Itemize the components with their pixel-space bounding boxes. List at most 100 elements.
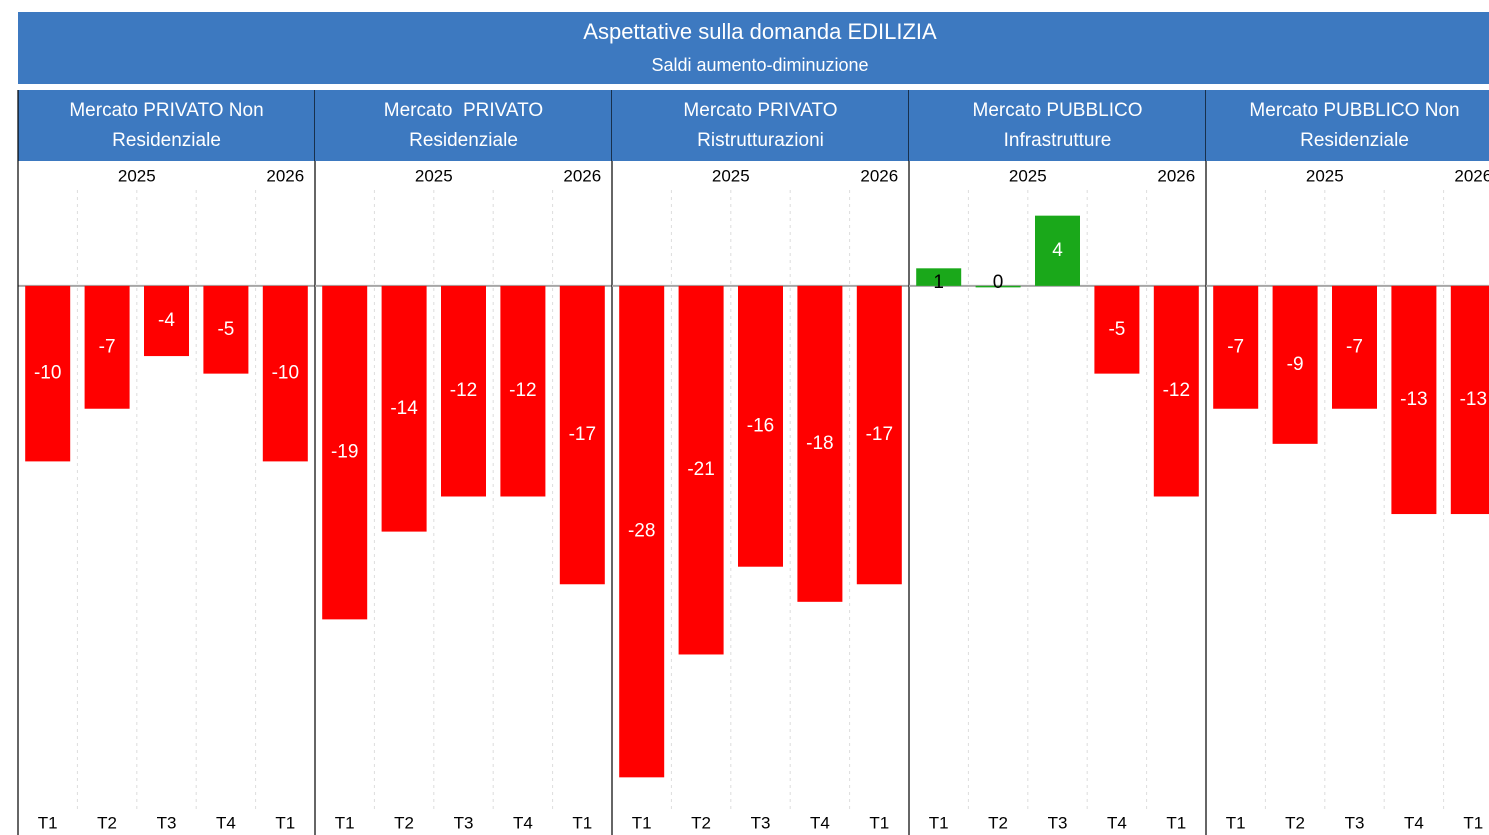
bar (1035, 215, 1080, 286)
value-label: -18 (806, 433, 833, 454)
panel-title: Residenziale (1300, 130, 1409, 151)
year-label: 2025 (118, 166, 156, 185)
bar (916, 268, 962, 286)
value-label: -13 (1460, 389, 1487, 410)
bar (1332, 285, 1377, 409)
value-label: -10 (272, 363, 299, 384)
bar (1450, 285, 1489, 515)
x-tick-label: T2 (691, 813, 711, 832)
bar (262, 285, 308, 462)
x-tick-label: T1 (1463, 813, 1483, 832)
value-label: -12 (450, 380, 477, 401)
bar (1153, 285, 1199, 497)
bar (441, 285, 486, 497)
x-tick-label: T3 (1345, 813, 1365, 832)
panel-title: Ristrutturazioni (697, 130, 824, 151)
year-label: 2025 (415, 166, 453, 185)
value-label: -17 (866, 424, 893, 445)
x-tick-label: T1 (869, 813, 889, 832)
x-tick-label: T3 (1048, 813, 1068, 832)
value-label: -5 (217, 319, 234, 340)
x-tick-label: T1 (632, 813, 652, 832)
x-tick-label: T3 (157, 813, 177, 832)
x-tick-label: T1 (572, 813, 592, 832)
year-label: 2026 (860, 166, 898, 185)
x-tick-label: T2 (97, 813, 117, 832)
value-label: -5 (1108, 319, 1125, 340)
value-label: -13 (1400, 389, 1427, 410)
x-tick-label: T4 (513, 813, 533, 832)
bar (25, 285, 71, 462)
bar (1272, 285, 1318, 444)
bar (500, 285, 546, 497)
value-label: -7 (1346, 336, 1363, 357)
year-label: 2025 (712, 166, 750, 185)
panel-title: Mercato PUBBLICO Non (1249, 100, 1459, 121)
value-label: -16 (747, 415, 774, 436)
bar (738, 285, 783, 567)
bar (1391, 285, 1437, 515)
panel-title: Residenziale (112, 130, 221, 151)
x-tick-label: T1 (929, 813, 949, 832)
bar (678, 285, 724, 655)
value-label: 4 (1052, 240, 1063, 261)
x-tick-label: T4 (1404, 813, 1424, 832)
year-label: 2025 (1009, 166, 1047, 185)
value-label: -9 (1287, 354, 1304, 375)
year-label: 2026 (1454, 166, 1489, 185)
panel-title: Infrastrutture (1004, 130, 1112, 151)
panel-title: Mercato PRIVATO Non (69, 100, 263, 121)
year-label: 2026 (563, 166, 601, 185)
bar (856, 285, 902, 585)
x-tick-label: T1 (38, 813, 58, 832)
x-tick-label: T2 (394, 813, 414, 832)
panel-title: Mercato PRIVATO (683, 100, 837, 121)
value-label: -10 (34, 363, 61, 384)
panel-header (1206, 90, 1489, 161)
panel-header (909, 90, 1206, 161)
x-tick-label: T1 (1226, 813, 1246, 832)
value-label: -14 (390, 398, 418, 419)
bar (144, 285, 189, 357)
bar (1094, 285, 1140, 374)
bar (84, 285, 130, 409)
x-tick-label: T4 (810, 813, 830, 832)
panel-header (315, 90, 612, 161)
value-label: 1 (933, 272, 944, 293)
header-band (18, 12, 1489, 84)
x-tick-label: T2 (988, 813, 1008, 832)
bar (1213, 285, 1259, 409)
value-label: -21 (687, 459, 714, 480)
panel-title: Mercato PRIVATO (384, 100, 543, 121)
bar (797, 285, 843, 602)
x-tick-label: T1 (335, 813, 355, 832)
x-tick-label: T3 (454, 813, 474, 832)
x-tick-label: T4 (216, 813, 236, 832)
year-label: 2026 (266, 166, 304, 185)
value-label: 0 (993, 272, 1004, 293)
value-label: -17 (569, 424, 596, 445)
value-label: -12 (1163, 380, 1190, 401)
panel-header (612, 90, 909, 161)
panel-header (18, 90, 315, 161)
value-label: -12 (509, 380, 536, 401)
x-tick-label: T1 (275, 813, 295, 832)
panel-title: Residenziale (409, 130, 518, 151)
bar (322, 285, 368, 620)
value-label: -28 (628, 521, 655, 542)
x-tick-label: T4 (1107, 813, 1127, 832)
value-label: -4 (158, 310, 175, 331)
x-tick-label: T2 (1285, 813, 1305, 832)
value-label: -19 (331, 442, 358, 463)
value-label: -7 (99, 336, 116, 357)
x-tick-label: T1 (1166, 813, 1186, 832)
value-label: -7 (1227, 336, 1244, 357)
bar (619, 285, 665, 778)
year-label: 2026 (1157, 166, 1195, 185)
bar (559, 285, 605, 585)
panel-title: Mercato PUBBLICO (973, 100, 1143, 121)
bar (381, 285, 427, 532)
bar (203, 285, 249, 374)
year-label: 2025 (1306, 166, 1344, 185)
